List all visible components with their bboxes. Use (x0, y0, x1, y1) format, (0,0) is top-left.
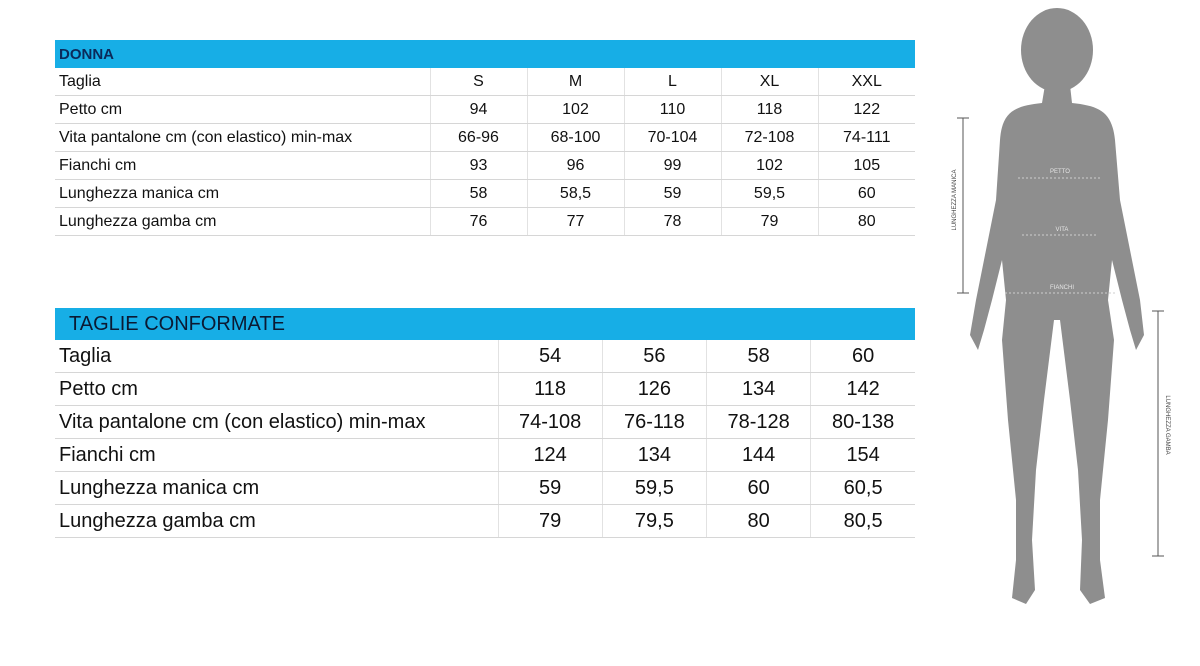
cell-value: 74-108 (497, 405, 603, 439)
size-header-row: Taglia 54 56 58 60 (55, 340, 915, 373)
cell-value: 58 (705, 340, 811, 373)
cell-value: 134 (705, 372, 811, 406)
gamba-label: LUNGHEZZA GAMBA (1164, 395, 1170, 454)
cell-value: 79 (497, 504, 603, 538)
row-label: Lunghezza gamba cm (55, 207, 430, 236)
cell-value: 110 (623, 95, 721, 124)
cell-value: 102 (526, 95, 624, 124)
cell-value: 59,5 (601, 471, 707, 505)
cell-value: 60,5 (810, 471, 915, 505)
table-row: Petto cm 94 102 110 118 122 (55, 95, 915, 124)
cell-value: 66-96 (429, 123, 527, 152)
cell-value: 105 (817, 151, 915, 180)
cell-value: XL (720, 68, 818, 96)
conformate-title: TAGLIE CONFORMATE (55, 308, 915, 340)
cell-value: 99 (623, 151, 721, 180)
row-label: Taglia (55, 68, 430, 96)
cell-value: 60 (705, 471, 811, 505)
cell-value: 142 (810, 372, 915, 406)
cell-value: 126 (601, 372, 707, 406)
cell-value: 80 (817, 207, 915, 236)
cell-value: 80,5 (810, 504, 915, 538)
cell-value: 124 (497, 438, 603, 472)
cell-value: 59,5 (720, 179, 818, 208)
donna-size-table: DONNA Taglia S M L XL XXL Petto cm 94 102 110 118 1… (55, 40, 915, 236)
row-label: Vita pantalone cm (con elastico) min-max (55, 123, 430, 152)
vita-label: VITA (1056, 227, 1069, 233)
table-row: Lunghezza manica cm 58 58,5 59 59,5 60 (55, 179, 915, 208)
cell-value: 59 (623, 179, 721, 208)
cell-value: 58 (429, 179, 527, 208)
row-label: Fianchi cm (55, 151, 430, 180)
cell-value: 118 (720, 95, 818, 124)
row-label: Lunghezza gamba cm (55, 504, 498, 538)
cell-value: L (623, 68, 721, 96)
cell-value: 154 (810, 438, 915, 472)
cell-value: 60 (810, 340, 915, 373)
size-header-row: Taglia S M L XL XXL (55, 68, 915, 96)
table-row: Vita pantalone cm (con elastico) min-max… (55, 123, 915, 152)
cell-value: 79 (720, 207, 818, 236)
cell-value: S (429, 68, 527, 96)
cell-value: 94 (429, 95, 527, 124)
row-label: Petto cm (55, 372, 498, 406)
table-row: Lunghezza gamba cm 79 79,5 80 80,5 (55, 504, 915, 538)
row-label: Petto cm (55, 95, 430, 124)
silhouette (970, 8, 1144, 604)
cell-value: 72-108 (720, 123, 818, 152)
donna-title: DONNA (55, 40, 915, 68)
row-label: Lunghezza manica cm (55, 471, 498, 505)
fianchi-label: FIANCHI (1050, 285, 1074, 291)
body-silhouette-figure: PETTO VITA FIANCHI LUNGHEZZA MANICA LUNG… (952, 8, 1170, 604)
cell-value: 144 (705, 438, 811, 472)
cell-value: 77 (526, 207, 624, 236)
cell-value: 102 (720, 151, 818, 180)
cell-value: 78 (623, 207, 721, 236)
cell-value: 56 (601, 340, 707, 373)
cell-value: 122 (817, 95, 915, 124)
table-row: Vita pantalone cm (con elastico) min-max… (55, 405, 915, 439)
cell-value: XXL (817, 68, 915, 96)
cell-value: 58,5 (526, 179, 624, 208)
conformate-size-table: TAGLIE CONFORMATE Taglia 54 56 58 60 Petto cm… (55, 308, 915, 538)
cell-value: 68-100 (526, 123, 624, 152)
cell-value: 60 (817, 179, 915, 208)
table-row: Fianchi cm 93 96 99 102 105 (55, 151, 915, 180)
row-label: Vita pantalone cm (con elastico) min-max (55, 405, 498, 439)
cell-value: 79,5 (601, 504, 707, 538)
petto-label: PETTO (1050, 169, 1070, 175)
cell-value: M (526, 68, 624, 96)
cell-value: 80-138 (810, 405, 915, 439)
table-row: Lunghezza manica cm 59 59,5 60 60,5 (55, 471, 915, 505)
cell-value: 96 (526, 151, 624, 180)
cell-value: 134 (601, 438, 707, 472)
cell-value: 93 (429, 151, 527, 180)
cell-value: 70-104 (623, 123, 721, 152)
cell-value: 118 (497, 372, 603, 406)
table-row: Fianchi cm 124 134 144 154 (55, 438, 915, 472)
cell-value: 76-118 (601, 405, 707, 439)
table-row: Petto cm 118 126 134 142 (55, 372, 915, 406)
row-label: Fianchi cm (55, 438, 498, 472)
cell-value: 59 (497, 471, 603, 505)
cell-value: 78-128 (705, 405, 811, 439)
cell-value: 76 (429, 207, 527, 236)
cell-value: 74-111 (817, 123, 915, 152)
row-label: Lunghezza manica cm (55, 179, 430, 208)
manica-label: LUNGHEZZA MANICA (952, 169, 958, 230)
cell-value: 80 (705, 504, 811, 538)
cell-value: 54 (497, 340, 603, 373)
row-label: Taglia (55, 340, 498, 373)
table-row: Lunghezza gamba cm 76 77 78 79 80 (55, 207, 915, 236)
